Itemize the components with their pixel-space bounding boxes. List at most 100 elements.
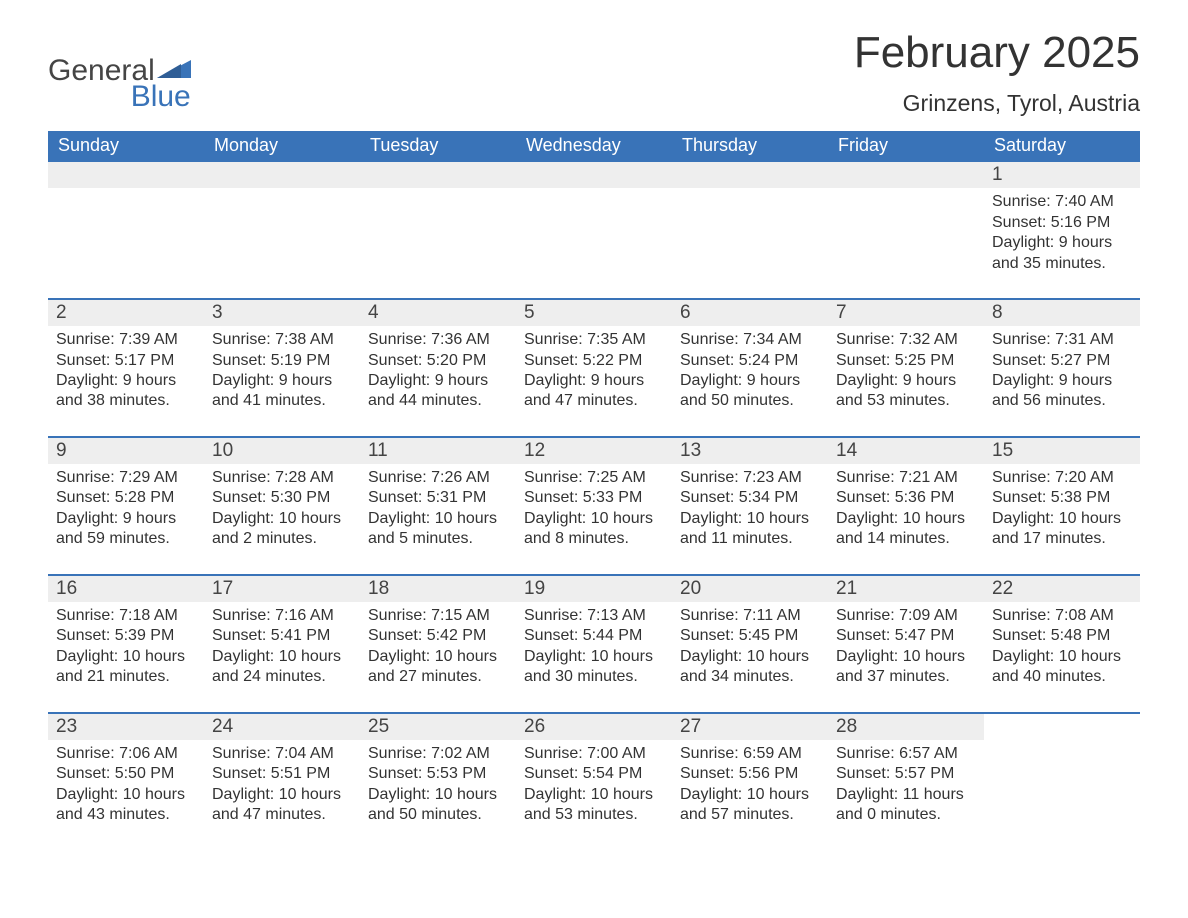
- calendar-cell: [828, 162, 984, 299]
- calendar-week-row: 23Sunrise: 7:06 AMSunset: 5:50 PMDayligh…: [48, 713, 1140, 850]
- sunrise-text: Sunrise: 7:31 AM: [992, 330, 1132, 350]
- sunset-text: Sunset: 5:33 PM: [524, 488, 664, 508]
- weekday-header: Tuesday: [360, 131, 516, 162]
- day-info: Sunrise: 7:16 AMSunset: 5:41 PMDaylight:…: [212, 606, 352, 688]
- calendar-cell: 10Sunrise: 7:28 AMSunset: 5:30 PMDayligh…: [204, 437, 360, 575]
- day-info: Sunrise: 6:59 AMSunset: 5:56 PMDaylight:…: [680, 744, 820, 826]
- sunset-text: Sunset: 5:42 PM: [368, 626, 508, 646]
- day-number: 19: [516, 576, 672, 602]
- sunrise-text: Sunrise: 7:11 AM: [680, 606, 820, 626]
- brand-logo: General Blue: [48, 56, 191, 114]
- sunrise-text: Sunrise: 7:13 AM: [524, 606, 664, 626]
- day-info: Sunrise: 6:57 AMSunset: 5:57 PMDaylight:…: [836, 744, 976, 826]
- day-info: Sunrise: 7:13 AMSunset: 5:44 PMDaylight:…: [524, 606, 664, 688]
- day-info: Sunrise: 7:40 AMSunset: 5:16 PMDaylight:…: [992, 192, 1132, 274]
- calendar-cell: [672, 162, 828, 299]
- calendar-cell: 3Sunrise: 7:38 AMSunset: 5:19 PMDaylight…: [204, 299, 360, 437]
- day-info: Sunrise: 7:09 AMSunset: 5:47 PMDaylight:…: [836, 606, 976, 688]
- daylight-text: Daylight: 9 hours and 59 minutes.: [56, 509, 196, 550]
- day-number: 9: [48, 438, 204, 464]
- day-info: Sunrise: 7:15 AMSunset: 5:42 PMDaylight:…: [368, 606, 508, 688]
- day-info: Sunrise: 7:29 AMSunset: 5:28 PMDaylight:…: [56, 468, 196, 550]
- day-number: 16: [48, 576, 204, 602]
- sunset-text: Sunset: 5:28 PM: [56, 488, 196, 508]
- empty-day-bar: [360, 162, 516, 188]
- sunrise-text: Sunrise: 7:29 AM: [56, 468, 196, 488]
- day-number: 10: [204, 438, 360, 464]
- day-number: 17: [204, 576, 360, 602]
- calendar-cell: [204, 162, 360, 299]
- sunrise-text: Sunrise: 7:09 AM: [836, 606, 976, 626]
- sunset-text: Sunset: 5:50 PM: [56, 764, 196, 784]
- day-number: 28: [828, 714, 984, 740]
- day-info: Sunrise: 7:08 AMSunset: 5:48 PMDaylight:…: [992, 606, 1132, 688]
- weekday-header-row: Sunday Monday Tuesday Wednesday Thursday…: [48, 131, 1140, 162]
- sunrise-text: Sunrise: 7:08 AM: [992, 606, 1132, 626]
- sunrise-text: Sunrise: 7:21 AM: [836, 468, 976, 488]
- calendar-cell: 22 Sunrise: 7:08 AMSunset: 5:48 PMDayligh…: [984, 575, 1140, 713]
- day-number: 21: [828, 576, 984, 602]
- day-number: 6: [672, 300, 828, 326]
- sunset-text: Sunset: 5:47 PM: [836, 626, 976, 646]
- day-number: 5: [516, 300, 672, 326]
- day-info: Sunrise: 7:11 AMSunset: 5:45 PMDaylight:…: [680, 606, 820, 688]
- empty-day-bar: [672, 162, 828, 188]
- calendar-cell: [48, 162, 204, 299]
- calendar-page: General Blue February 2025 Grinzens, Tyr…: [0, 0, 1188, 890]
- sunset-text: Sunset: 5:45 PM: [680, 626, 820, 646]
- sunrise-text: Sunrise: 7:26 AM: [368, 468, 508, 488]
- day-info: Sunrise: 7:38 AMSunset: 5:19 PMDaylight:…: [212, 330, 352, 412]
- day-number: 11: [360, 438, 516, 464]
- sunrise-text: Sunrise: 6:57 AM: [836, 744, 976, 764]
- day-info: Sunrise: 7:35 AMSunset: 5:22 PMDaylight:…: [524, 330, 664, 412]
- daylight-text: Daylight: 10 hours and 27 minutes.: [368, 647, 508, 688]
- calendar-week-row: 1 Sunrise: 7:40 AMSunset: 5:16 PMDaylight…: [48, 162, 1140, 299]
- day-info: Sunrise: 7:34 AMSunset: 5:24 PMDaylight:…: [680, 330, 820, 412]
- sunset-text: Sunset: 5:25 PM: [836, 351, 976, 371]
- day-number: 14: [828, 438, 984, 464]
- empty-day-bar: [48, 162, 204, 188]
- day-info: Sunrise: 7:23 AMSunset: 5:34 PMDaylight:…: [680, 468, 820, 550]
- sunrise-text: Sunrise: 7:06 AM: [56, 744, 196, 764]
- daylight-text: Daylight: 9 hours and 53 minutes.: [836, 371, 976, 412]
- calendar-cell: 19 Sunrise: 7:13 AMSunset: 5:44 PMDayligh…: [516, 575, 672, 713]
- calendar-cell: 12Sunrise: 7:25 AMSunset: 5:33 PMDayligh…: [516, 437, 672, 575]
- calendar-week-row: 2Sunrise: 7:39 AMSunset: 5:17 PMDaylight…: [48, 299, 1140, 437]
- calendar-cell: 18Sunrise: 7:15 AMSunset: 5:42 PMDayligh…: [360, 575, 516, 713]
- calendar-cell: 11Sunrise: 7:26 AMSunset: 5:31 PMDayligh…: [360, 437, 516, 575]
- day-number: 15: [984, 438, 1140, 464]
- daylight-text: Daylight: 9 hours and 44 minutes.: [368, 371, 508, 412]
- sunset-text: Sunset: 5:24 PM: [680, 351, 820, 371]
- sunset-text: Sunset: 5:16 PM: [992, 213, 1132, 233]
- calendar-cell: 1 Sunrise: 7:40 AMSunset: 5:16 PMDaylight…: [984, 162, 1140, 299]
- day-info: Sunrise: 7:18 AMSunset: 5:39 PMDaylight:…: [56, 606, 196, 688]
- calendar-cell: 8Sunrise: 7:31 AMSunset: 5:27 PMDaylight…: [984, 299, 1140, 437]
- sunset-text: Sunset: 5:31 PM: [368, 488, 508, 508]
- daylight-text: Daylight: 9 hours and 35 minutes.: [992, 233, 1132, 274]
- calendar-cell: 5 Sunrise: 7:35 AMSunset: 5:22 PMDaylight…: [516, 299, 672, 437]
- sunset-text: Sunset: 5:38 PM: [992, 488, 1132, 508]
- day-number: 25: [360, 714, 516, 740]
- sunset-text: Sunset: 5:44 PM: [524, 626, 664, 646]
- sunset-text: Sunset: 5:41 PM: [212, 626, 352, 646]
- daylight-text: Daylight: 9 hours and 38 minutes.: [56, 371, 196, 412]
- day-number: 24: [204, 714, 360, 740]
- sunrise-text: Sunrise: 7:36 AM: [368, 330, 508, 350]
- daylight-text: Daylight: 10 hours and 43 minutes.: [56, 785, 196, 826]
- day-number: 22: [984, 576, 1140, 602]
- calendar-cell: 4Sunrise: 7:36 AMSunset: 5:20 PMDaylight…: [360, 299, 516, 437]
- daylight-text: Daylight: 10 hours and 17 minutes.: [992, 509, 1132, 550]
- day-info: Sunrise: 7:25 AMSunset: 5:33 PMDaylight:…: [524, 468, 664, 550]
- calendar-cell: 13Sunrise: 7:23 AMSunset: 5:34 PMDayligh…: [672, 437, 828, 575]
- sunrise-text: Sunrise: 7:25 AM: [524, 468, 664, 488]
- sunrise-text: Sunrise: 7:34 AM: [680, 330, 820, 350]
- empty-day-bar: [516, 162, 672, 188]
- day-number: 2: [48, 300, 204, 326]
- empty-day-bar: [204, 162, 360, 188]
- sunrise-text: Sunrise: 7:32 AM: [836, 330, 976, 350]
- day-number: 26: [516, 714, 672, 740]
- weekday-header: Friday: [828, 131, 984, 162]
- day-number: 1: [984, 162, 1140, 188]
- sunset-text: Sunset: 5:39 PM: [56, 626, 196, 646]
- calendar-cell: [360, 162, 516, 299]
